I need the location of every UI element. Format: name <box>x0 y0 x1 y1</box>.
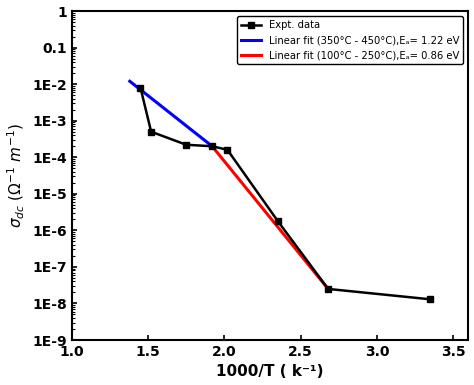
Line: Linear fit (350°C - 450°C),Eₐ= 1.22 eV: Linear fit (350°C - 450°C),Eₐ= 1.22 eV <box>130 81 212 146</box>
Line: Expt. data: Expt. data <box>137 84 434 303</box>
Y-axis label: $\sigma_{dc}\ (\Omega^{-1}\ m^{-1})$: $\sigma_{dc}\ (\Omega^{-1}\ m^{-1})$ <box>6 123 27 228</box>
Linear fit (100°C - 250°C),Eₐ= 0.86 eV <box>325 286 331 291</box>
Expt. data <box>325 286 331 291</box>
Expt. data <box>275 219 281 223</box>
Expt. data <box>137 85 143 90</box>
Expt. data <box>428 297 433 301</box>
Linear fit (350°C - 450°C),Eₐ= 1.22 eV <box>127 79 133 84</box>
Linear fit (100°C - 250°C),Eₐ= 0.86 eV <box>210 144 215 149</box>
Legend: Expt. data, Linear fit (350°C - 450°C),Eₐ= 1.22 eV, Linear fit (100°C - 250°C),E: Expt. data, Linear fit (350°C - 450°C),E… <box>237 16 464 64</box>
Expt. data <box>210 144 215 149</box>
Line: Linear fit (100°C - 250°C),Eₐ= 0.86 eV: Linear fit (100°C - 250°C),Eₐ= 0.86 eV <box>212 146 328 289</box>
Expt. data <box>148 129 154 134</box>
Linear fit (350°C - 450°C),Eₐ= 1.22 eV <box>210 144 215 149</box>
Expt. data <box>183 142 189 147</box>
Expt. data <box>225 147 230 152</box>
X-axis label: 1000/T ( k⁻¹): 1000/T ( k⁻¹) <box>217 365 324 380</box>
